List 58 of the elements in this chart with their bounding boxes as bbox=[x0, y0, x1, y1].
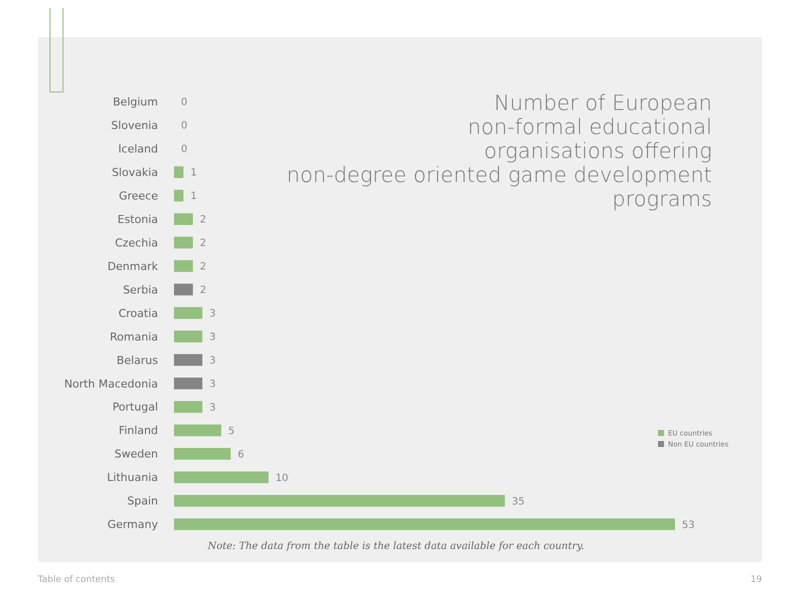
bar bbox=[174, 401, 202, 413]
data-label: 0 bbox=[181, 120, 188, 132]
y-tick-label: Belarus bbox=[116, 354, 158, 367]
data-label: 1 bbox=[190, 191, 197, 202]
y-tick-label: Romania bbox=[110, 330, 158, 344]
data-label: 3 bbox=[209, 355, 216, 366]
y-tick-label: Spain bbox=[127, 494, 158, 508]
bar bbox=[174, 424, 222, 436]
data-label: 2 bbox=[200, 285, 206, 296]
y-tick-label: Serbia bbox=[122, 283, 158, 296]
y-tick-label: Slovakia bbox=[112, 166, 158, 180]
bar bbox=[174, 448, 231, 460]
data-label: 2 bbox=[200, 238, 206, 250]
y-tick-label: Iceland bbox=[118, 142, 158, 156]
data-label: 10 bbox=[276, 472, 288, 484]
bar bbox=[174, 260, 193, 272]
bar bbox=[174, 471, 269, 484]
bar bbox=[174, 494, 505, 507]
text: 19 bbox=[750, 575, 762, 585]
bar bbox=[174, 236, 193, 248]
y-tick-label: Czechia bbox=[114, 236, 158, 250]
bar bbox=[174, 284, 193, 296]
y-tick-label: Finland bbox=[118, 424, 158, 438]
data-label: 3 bbox=[209, 308, 216, 320]
data-label: 1 bbox=[190, 168, 197, 179]
data-label: 3 bbox=[209, 332, 216, 343]
data-label: 0 bbox=[181, 144, 188, 156]
data-label: 0 bbox=[181, 97, 188, 108]
bar bbox=[174, 166, 184, 178]
bar bbox=[174, 213, 193, 225]
y-tick-label: Greece bbox=[118, 189, 158, 202]
data-label: 3 bbox=[209, 378, 216, 390]
data-label: 2 bbox=[200, 214, 206, 226]
data-label: 2 bbox=[200, 262, 206, 273]
data-label: 35 bbox=[512, 496, 525, 508]
y-tick-label: Estonia bbox=[118, 212, 158, 226]
y-tick-label: Sweden bbox=[114, 448, 158, 461]
y-tick-label: Belgium bbox=[112, 96, 158, 109]
y-tick-label: North Macedonia bbox=[64, 377, 158, 390]
text: Note: The data from the table is the latest data available for each country. bbox=[206, 541, 584, 552]
data-label: 5 bbox=[228, 426, 235, 437]
bar bbox=[174, 354, 202, 366]
y-tick-label: Lithuania bbox=[107, 471, 158, 484]
bar bbox=[174, 190, 184, 202]
bar bbox=[174, 378, 202, 390]
text: Table of contents bbox=[37, 575, 116, 585]
y-tick-label: Croatia bbox=[118, 306, 158, 320]
data-label: 6 bbox=[238, 449, 244, 460]
bar bbox=[174, 330, 202, 342]
data-label: 53 bbox=[682, 520, 695, 531]
bar bbox=[174, 518, 675, 530]
bar bbox=[174, 307, 202, 319]
y-tick-label: Slovenia bbox=[111, 119, 158, 132]
y-tick-label: Denmark bbox=[107, 260, 159, 273]
y-tick-label: Portugal bbox=[112, 400, 158, 414]
text: Number of European non-formal educational organisations offering non-degree oriented game development programs bbox=[286, 91, 712, 211]
data-label: 3 bbox=[209, 402, 216, 414]
y-tick-label: Germany bbox=[107, 518, 158, 532]
